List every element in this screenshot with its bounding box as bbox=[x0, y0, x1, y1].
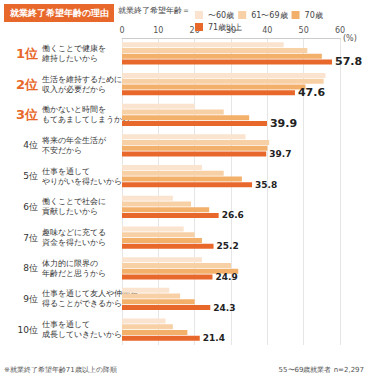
svg-text:〜60歳: 〜60歳 bbox=[208, 11, 234, 20]
svg-text:70歳: 70歳 bbox=[305, 11, 323, 20]
svg-text:働かないと時間を: 働かないと時間を bbox=[42, 105, 106, 114]
svg-text:40: 40 bbox=[262, 26, 272, 35]
svg-text:55〜69歳就業者 n=2,297: 55〜69歳就業者 n=2,297 bbox=[279, 366, 364, 374]
svg-text:26.6: 26.6 bbox=[222, 210, 244, 220]
svg-text:0: 0 bbox=[119, 26, 124, 35]
svg-text:資金を得たいから: 資金を得たいから bbox=[42, 238, 106, 247]
svg-text:50: 50 bbox=[299, 26, 309, 35]
svg-text:24.9: 24.9 bbox=[215, 272, 237, 282]
svg-text:25.2: 25.2 bbox=[217, 241, 239, 251]
svg-text:(%): (%) bbox=[343, 34, 357, 43]
svg-text:生活を維持するために: 生活を維持するために bbox=[42, 75, 122, 84]
svg-text:働くことで健康を: 働くことで健康を bbox=[42, 44, 106, 53]
svg-text:9位: 9位 bbox=[23, 294, 38, 304]
svg-text:やりがいを得たいから: やりがいを得たいから bbox=[42, 177, 122, 186]
svg-text:年齢だと思うから: 年齢だと思うから bbox=[42, 269, 106, 278]
svg-text:21.4: 21.4 bbox=[203, 333, 225, 343]
svg-text:1位: 1位 bbox=[16, 46, 38, 61]
svg-text:20: 20 bbox=[189, 25, 200, 35]
svg-text:24.3: 24.3 bbox=[213, 303, 235, 313]
svg-text:もてあましてしまうから: もてあましてしまうから bbox=[42, 115, 130, 124]
svg-text:働くことで社会に: 働くことで社会に bbox=[42, 197, 106, 206]
svg-text:3位: 3位 bbox=[16, 107, 38, 122]
svg-text:将来の年金生活が: 将来の年金生活が bbox=[41, 136, 107, 145]
svg-text:維持したいから: 維持したいから bbox=[41, 54, 98, 63]
svg-text:61〜69歳: 61〜69歳 bbox=[251, 11, 287, 20]
svg-text:39.7: 39.7 bbox=[269, 149, 291, 159]
svg-text:得ることができるから: 得ることができるから bbox=[42, 299, 122, 308]
svg-text:収入が必要だから: 収入が必要だから bbox=[42, 85, 106, 94]
svg-text:35.8: 35.8 bbox=[255, 180, 277, 190]
svg-text:4位: 4位 bbox=[23, 140, 38, 150]
svg-text:就業終了希望年齢＝: 就業終了希望年齢＝ bbox=[118, 6, 190, 15]
svg-text:成長していきたいから: 成長していきたいから bbox=[42, 330, 122, 339]
svg-text:57.8: 57.8 bbox=[335, 55, 362, 68]
svg-text:就業終了希望年齢の理由: 就業終了希望年齢の理由 bbox=[9, 8, 109, 18]
svg-text:6位: 6位 bbox=[23, 202, 38, 212]
svg-text:仕事を通して: 仕事を通して bbox=[42, 167, 90, 176]
svg-text:仕事を通じて友人や仲間を: 仕事を通じて友人や仲間を bbox=[42, 289, 138, 299]
svg-text:60: 60 bbox=[335, 26, 345, 35]
svg-text:47.6: 47.6 bbox=[298, 86, 325, 99]
svg-text:7位: 7位 bbox=[23, 233, 38, 243]
svg-text:趣味などに充てる: 趣味などに充てる bbox=[42, 228, 106, 237]
svg-text:※就業終了希望年齢71歳以上の降順: ※就業終了希望年齢71歳以上の降順 bbox=[4, 366, 117, 374]
svg-text:不安だから: 不安だから bbox=[42, 146, 82, 155]
svg-text:仕事を通して: 仕事を通して bbox=[42, 320, 90, 329]
svg-text:39.9: 39.9 bbox=[270, 117, 297, 130]
svg-text:5位: 5位 bbox=[23, 171, 38, 181]
svg-text:10位: 10位 bbox=[18, 325, 38, 335]
svg-text:10: 10 bbox=[153, 26, 163, 35]
svg-text:貢献したいから: 貢献したいから bbox=[42, 207, 98, 216]
svg-text:71歳以上: 71歳以上 bbox=[208, 23, 242, 32]
svg-text:体力的に限界の: 体力的に限界の bbox=[42, 259, 98, 268]
svg-text:2位: 2位 bbox=[16, 77, 38, 92]
svg-text:8位: 8位 bbox=[23, 263, 38, 273]
